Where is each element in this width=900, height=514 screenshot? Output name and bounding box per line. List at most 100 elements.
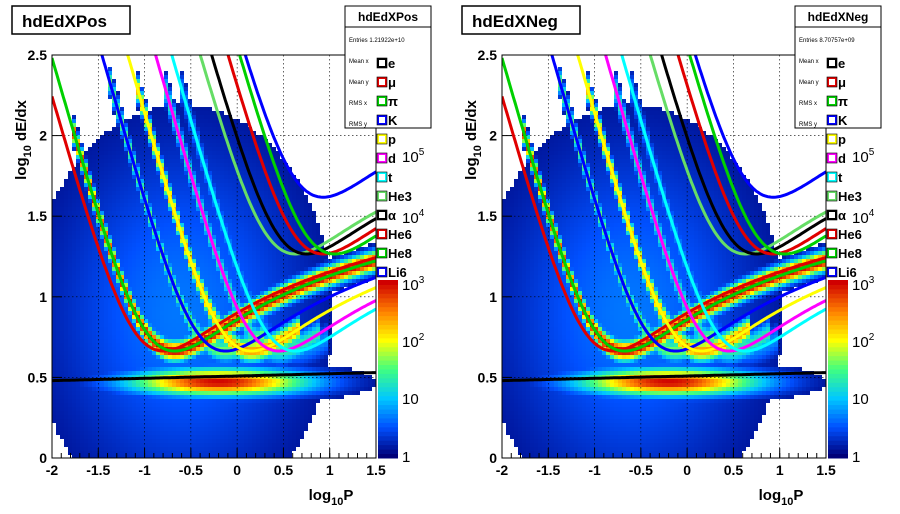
heatmap-cell [232, 423, 236, 427]
heatmap-cell [212, 227, 216, 231]
heatmap-cell [144, 163, 148, 167]
heatmap-cell [120, 267, 124, 271]
heatmap-cell [256, 259, 260, 263]
heatmap-cell [244, 207, 248, 211]
heatmap-cell [72, 223, 76, 227]
heatmap-cell [240, 383, 244, 387]
heatmap-cell [268, 439, 272, 443]
heatmap-cell [224, 255, 228, 259]
heatmap-cell [276, 251, 280, 255]
heatmap-cell [200, 451, 204, 455]
heatmap-cell [252, 311, 256, 315]
heatmap-cell [212, 411, 216, 415]
heatmap-cell [208, 155, 212, 159]
heatmap-cell [60, 359, 64, 363]
heatmap-cell [180, 259, 184, 263]
heatmap-cell [88, 411, 92, 415]
heatmap-cell [224, 211, 228, 215]
heatmap-cell [284, 419, 288, 423]
heatmap-cell [276, 379, 280, 383]
heatmap-cell [124, 427, 128, 431]
heatmap-cell [88, 319, 92, 323]
heatmap-cell [64, 331, 68, 335]
heatmap-cell [220, 227, 224, 231]
heatmap-cell [204, 247, 208, 251]
heatmap-cell [72, 319, 76, 323]
heatmap-cell [208, 143, 212, 147]
heatmap-cell [156, 435, 160, 439]
heatmap-cell [252, 347, 256, 351]
heatmap-cell [108, 211, 112, 215]
heatmap-cell [92, 251, 96, 255]
heatmap-cell [72, 271, 76, 275]
heatmap-cell [136, 355, 140, 359]
heatmap-cell [76, 131, 80, 135]
heatmap-cell [224, 347, 228, 351]
heatmap-cell [264, 315, 268, 319]
heatmap-cell [264, 407, 268, 411]
heatmap-cell [248, 223, 252, 227]
heatmap-cell [136, 307, 140, 311]
heatmap-cell [256, 239, 260, 243]
heatmap-cell [72, 267, 76, 271]
heatmap-cell [172, 267, 176, 271]
heatmap-cell [232, 131, 236, 135]
heatmap-cell [264, 307, 268, 311]
heatmap-cell [108, 139, 112, 143]
heatmap-cell [236, 367, 240, 371]
heatmap-cell [236, 327, 240, 331]
heatmap-cell [124, 231, 128, 235]
heatmap-cell [60, 343, 64, 347]
heatmap-cell [64, 403, 68, 407]
heatmap-cell [132, 299, 136, 303]
heatmap-cell [260, 431, 264, 435]
heatmap-cell [96, 343, 100, 347]
heatmap-cell [152, 211, 156, 215]
heatmap-cell [88, 359, 92, 363]
heatmap-cell [120, 299, 124, 303]
heatmap-cell [104, 311, 108, 315]
heatmap-cell [148, 203, 152, 207]
heatmap-cell [244, 123, 248, 127]
heatmap-cell [264, 435, 268, 439]
heatmap-cell [224, 295, 228, 299]
heatmap-cell [116, 287, 120, 291]
heatmap-cell [136, 403, 140, 407]
heatmap-cell [52, 235, 56, 239]
heatmap-cell [168, 187, 172, 191]
heatmap-cell [152, 271, 156, 275]
heatmap-cell [228, 359, 232, 363]
heatmap-cell [216, 263, 220, 267]
heatmap-cell [120, 111, 124, 115]
heatmap-cell [84, 215, 88, 219]
heatmap-cell [136, 419, 140, 423]
heatmap-cell [56, 427, 60, 431]
heatmap-cell [236, 427, 240, 431]
heatmap-cell [260, 143, 264, 147]
heatmap-cell [60, 207, 64, 211]
heatmap-cell [112, 399, 116, 403]
heatmap-cell [120, 399, 124, 403]
heatmap-cell [160, 283, 164, 287]
heatmap-cell [176, 359, 180, 363]
heatmap-cell [120, 439, 124, 443]
heatmap-cell [156, 287, 160, 291]
heatmap-cell [100, 351, 104, 355]
heatmap-cell [56, 391, 60, 395]
heatmap-cell [72, 431, 76, 435]
heatmap-cell [228, 379, 232, 383]
heatmap-cell [248, 235, 252, 239]
heatmap-cell [84, 407, 88, 411]
heatmap-cell [144, 255, 148, 259]
heatmap-cell [180, 175, 184, 179]
heatmap-cell [76, 427, 80, 431]
heatmap-cell [168, 243, 172, 247]
heatmap-cell [224, 339, 228, 343]
heatmap-cell [248, 351, 252, 355]
heatmap-cell [164, 367, 168, 371]
heatmap-cell [184, 251, 188, 255]
heatmap-cell [256, 275, 260, 279]
heatmap-cell [100, 155, 104, 159]
heatmap-cell [260, 447, 264, 451]
heatmap-cell [156, 387, 160, 391]
